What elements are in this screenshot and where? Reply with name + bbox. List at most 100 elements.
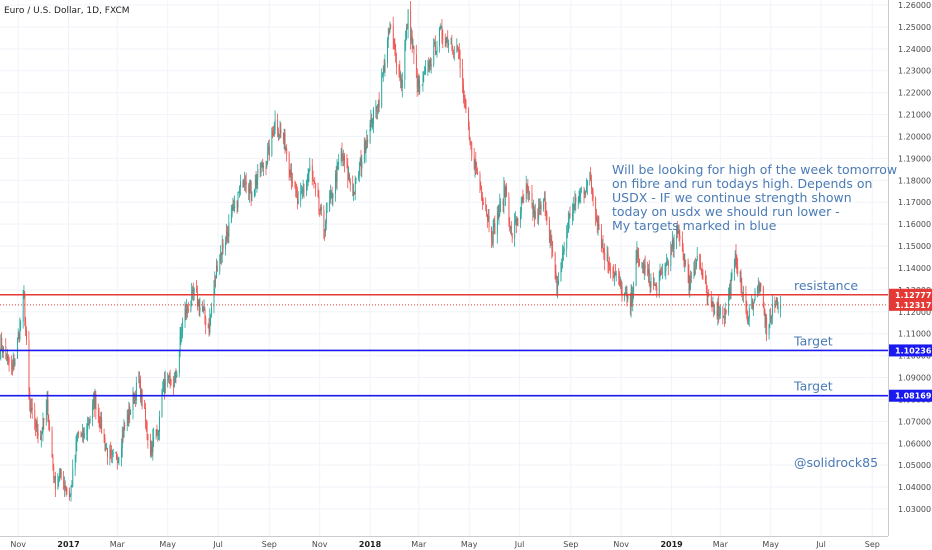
candle-body <box>20 321 22 325</box>
candle-body <box>682 249 684 254</box>
candle-body <box>204 308 206 319</box>
candle-body <box>705 276 706 283</box>
candle-body <box>26 330 27 340</box>
candle-body <box>66 489 68 491</box>
candle-body <box>393 39 395 44</box>
candle-body <box>121 448 122 458</box>
candle-body <box>196 288 198 293</box>
candle-body <box>421 84 423 86</box>
candle-body <box>760 283 762 288</box>
candle-body <box>378 99 379 111</box>
candle-body <box>589 171 591 181</box>
candle-body <box>638 254 640 260</box>
price-tick-label: 1.24000 <box>898 45 931 54</box>
candle-body <box>150 446 152 455</box>
candle-body <box>41 434 42 441</box>
candle-body <box>677 229 678 234</box>
candle-body <box>375 105 377 110</box>
candle-body <box>734 253 736 262</box>
candle-body <box>208 326 210 333</box>
candle-body <box>601 229 602 249</box>
candle-body <box>278 134 280 136</box>
candle-body <box>474 160 476 169</box>
candle-body <box>313 181 315 183</box>
candle-body <box>641 265 643 266</box>
candle-body <box>477 172 478 174</box>
candle-body <box>457 45 459 50</box>
candle-body <box>592 188 593 195</box>
candle-body <box>658 278 660 296</box>
candle-body <box>471 142 473 157</box>
candle-body <box>220 252 222 259</box>
candle-body <box>422 75 424 85</box>
candle-body <box>40 436 42 441</box>
candle-body <box>18 333 20 340</box>
candle-body <box>307 177 308 182</box>
candle-body <box>569 213 571 217</box>
candle-body <box>30 408 32 412</box>
candle-body <box>231 209 233 214</box>
candle-body <box>635 257 637 286</box>
time-tick-label: Nov <box>312 540 328 549</box>
candle-body <box>666 261 668 263</box>
candle-body <box>531 193 533 205</box>
candle-body <box>216 265 218 272</box>
candle-body <box>324 230 326 232</box>
candle-body <box>740 271 742 285</box>
candle-body <box>444 40 446 46</box>
candle-body <box>225 241 227 249</box>
candle-body <box>233 206 235 209</box>
candle-body <box>544 198 545 200</box>
candle-body <box>354 179 356 195</box>
candle-body <box>491 227 493 240</box>
candle-body <box>303 189 305 191</box>
candle-body <box>164 378 166 394</box>
candle-body <box>506 186 507 198</box>
price-axis[interactable]: 1.26000 1.25000 1.24000 1.23000 1.22000 1.210… <box>898 1 931 514</box>
horizontal-lines[interactable]: resistance Target Target <box>0 278 888 397</box>
candle-body <box>12 360 14 369</box>
annotation-text: Will be looking for high of the week tom… <box>612 162 897 233</box>
candle-body <box>562 252 564 261</box>
candle-body <box>103 433 105 439</box>
candle-body <box>244 180 246 183</box>
candle-body <box>532 204 534 214</box>
candle-body <box>92 403 94 419</box>
candle-body <box>678 230 680 236</box>
candle-body <box>463 96 465 100</box>
candle-body <box>43 417 45 421</box>
candle-body <box>78 432 80 435</box>
price-badge <box>889 389 932 402</box>
candle-body <box>112 452 114 454</box>
candle-body <box>647 268 649 275</box>
candle-body <box>693 269 695 277</box>
candle-body <box>683 253 685 265</box>
candle-body <box>736 264 738 267</box>
candle-body <box>672 239 673 248</box>
candle-body <box>186 305 188 314</box>
candle-body <box>308 170 310 175</box>
candle-body <box>377 110 379 113</box>
candle-body <box>595 197 597 216</box>
candle-body <box>152 438 154 453</box>
candle-body <box>297 200 299 204</box>
candle-body <box>269 146 270 156</box>
candle-body <box>554 252 556 272</box>
candle-body <box>136 382 137 401</box>
candle-body <box>534 209 535 219</box>
candle-body <box>387 30 389 41</box>
candle-body <box>549 219 550 242</box>
candle-body <box>590 171 592 181</box>
candle-body <box>642 262 644 266</box>
candle-body <box>701 271 703 277</box>
time-axis[interactable]: Nov 2017 Mar May Jul Sep Nov 2018 Mar May Jul Sep No… <box>10 540 879 549</box>
candle-body <box>294 183 296 184</box>
candle-body <box>107 447 108 458</box>
candle-body <box>653 285 655 286</box>
candle-body <box>539 204 541 209</box>
candle-body <box>245 182 247 185</box>
candle-body <box>653 277 654 286</box>
candle-body <box>525 185 527 199</box>
candle-body <box>411 36 413 47</box>
